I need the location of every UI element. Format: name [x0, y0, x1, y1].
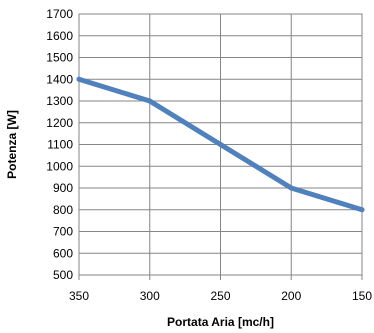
y-tick-label: 1100: [47, 138, 73, 152]
y-axis-title: Potenza [W]: [5, 110, 19, 179]
x-axis-title: Portata Aria [mc/h]: [167, 315, 274, 329]
y-tick-label: 1600: [46, 29, 73, 43]
y-tick-label: 1700: [46, 7, 73, 21]
y-tick-label: 500: [53, 268, 73, 282]
x-tick-label: 200: [281, 289, 301, 303]
y-tick-label: 600: [53, 246, 73, 260]
series-layer: [76, 76, 365, 213]
x-tick-label: 350: [69, 289, 89, 303]
data-point: [76, 76, 82, 82]
data-point: [359, 207, 365, 213]
y-tick-label: 1500: [46, 51, 73, 65]
y-tick-label: 700: [53, 225, 73, 239]
y-tick-label: 1400: [46, 72, 73, 86]
data-point: [147, 98, 153, 104]
y-tick-label: 800: [53, 203, 73, 217]
plot-area-frame: [78, 13, 363, 276]
x-tick-label: 250: [210, 289, 230, 303]
y-tick-label: 1200: [46, 116, 73, 130]
data-point: [218, 142, 223, 147]
x-tick-label: 150: [352, 289, 372, 303]
x-axis-tick-labels: 350 300 250 200 150: [69, 289, 372, 303]
y-axis-tick-labels: 500 600 700 800 900 1000 1100 1200 1300 1400 1500 1…: [46, 7, 73, 282]
x-tick-label: 300: [140, 289, 160, 303]
y-tick-label: 1300: [46, 94, 73, 108]
y-tick-label: 1000: [46, 159, 73, 173]
y-tick-label: 900: [53, 181, 73, 195]
data-point: [288, 185, 294, 191]
